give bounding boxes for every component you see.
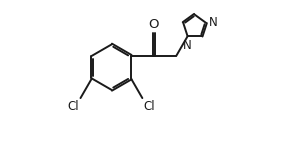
Text: Cl: Cl (143, 100, 155, 113)
Text: N: N (182, 39, 191, 52)
Text: Cl: Cl (68, 100, 79, 113)
Text: N: N (209, 16, 218, 29)
Text: O: O (148, 18, 159, 31)
